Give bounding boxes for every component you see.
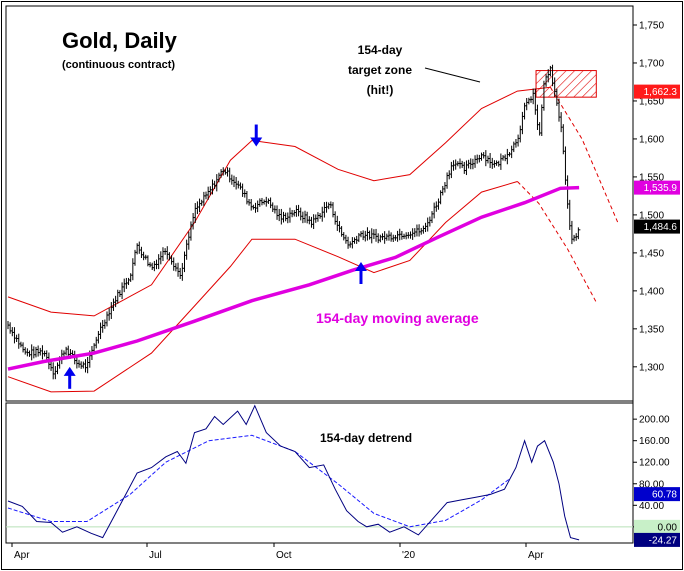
- moving-average-label: 154-day moving average: [316, 310, 479, 326]
- main-y-axis-ticks: 1,300 1,350 1,400 1,450 1,500 1,550 1,600 1,650…: [633, 20, 664, 373]
- target-zone-label-line3: (hit!): [367, 83, 394, 97]
- lower-envelope-band: [7, 181, 518, 393]
- last-value-badge-label: 0.00: [658, 522, 678, 533]
- chart-title: Gold, Daily: [62, 28, 178, 53]
- last-value-badge: [634, 84, 680, 99]
- detrend-y-tick-label: 40.00: [639, 501, 664, 512]
- price-bar-series: [7, 64, 581, 380]
- moving-average-line: [7, 185, 580, 371]
- x-tick-label: Apr: [14, 550, 30, 561]
- time-axis-ticks: Apr Jul Oct '20 Apr: [11, 543, 544, 561]
- detrend-y-tick-label: 80.00: [639, 479, 664, 490]
- up-arrow-icon: [354, 261, 367, 271]
- main-y-tick-label: 1,500: [639, 210, 664, 221]
- main-y-tick-label: 1,650: [639, 96, 664, 107]
- lower-envelope-projection: [517, 181, 597, 303]
- main-y-tick-label: 1,700: [639, 58, 664, 69]
- detrend-cycle-model-line: [7, 434, 511, 528]
- x-tick-label: Jul: [149, 550, 162, 561]
- x-tick-label: Apr: [528, 550, 544, 561]
- last-value-badge-label: 1,662.3: [644, 87, 678, 98]
- target-zone-label-line2: target zone: [348, 63, 412, 77]
- upper-envelope-projection: [549, 87, 619, 223]
- main-y-tick-label: 1,550: [639, 172, 664, 183]
- chart-subtitle: (continuous contract): [62, 59, 175, 71]
- last-value-badges: 1,662.3 1,535.9 1,484.6 60.78 0.00 -24.27: [634, 84, 680, 547]
- detrend-y-tick-label: 200.00: [639, 415, 670, 426]
- main-y-tick-label: 1,300: [639, 362, 664, 373]
- x-tick-label: Oct: [276, 550, 292, 561]
- detrend-y-tick-label: 160.00: [639, 436, 670, 447]
- last-value-badge: [634, 487, 680, 502]
- main-y-tick-label: 1,750: [639, 20, 664, 31]
- detrend-y-tick-label: 120.00: [639, 458, 670, 469]
- main-y-tick-label: 1,600: [639, 134, 664, 145]
- main-y-tick-label: 1,350: [639, 324, 664, 335]
- detrend-oscillator-line: [7, 404, 580, 541]
- last-value-badge-label: -24.27: [649, 535, 678, 546]
- up-arrow-icon: [63, 366, 76, 376]
- last-value-badge: [634, 532, 680, 547]
- cycle-arrows: [63, 124, 367, 389]
- last-value-badge-label: 1,535.9: [644, 183, 678, 194]
- detrend-label: 154-day detrend: [320, 431, 412, 445]
- last-value-badge: [634, 519, 680, 534]
- x-tick-label: '20: [402, 550, 415, 561]
- last-value-badge-label: 60.78: [652, 490, 677, 501]
- last-value-badge-label: 1,484.6: [644, 222, 678, 233]
- last-value-badge: [634, 219, 680, 234]
- main-y-tick-label: 1,450: [639, 248, 664, 259]
- down-arrow-icon: [250, 137, 263, 147]
- last-value-badge: [634, 180, 680, 195]
- main-y-tick-label: 1,400: [639, 286, 664, 297]
- target-zone-pointer: [424, 67, 481, 83]
- target-zone-label-line1: 154-day: [358, 43, 403, 57]
